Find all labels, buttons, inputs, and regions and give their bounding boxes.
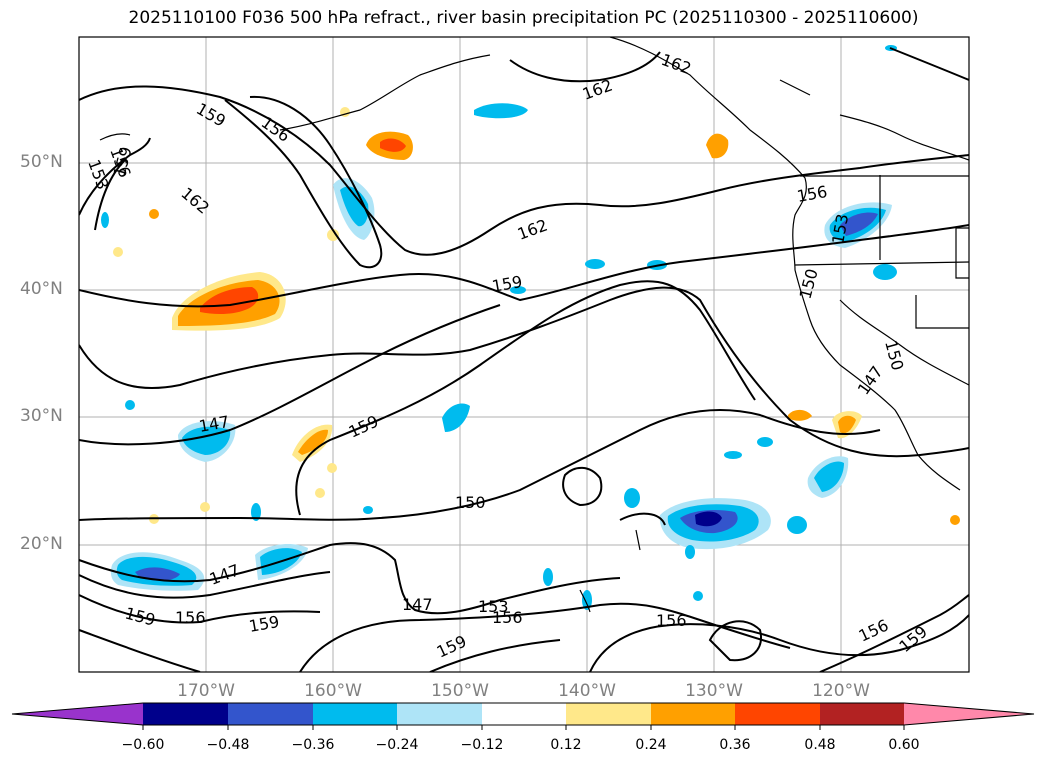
lon-label: 140°W [558, 681, 616, 701]
colorbar-tick-label: 0.36 [719, 737, 751, 753]
colorbar-segment [735, 703, 820, 725]
colorbar-segment [820, 703, 904, 725]
refractivity-contours [79, 47, 969, 672]
contour-label: 156 [492, 608, 523, 627]
colorbar-tick-label: −0.60 [121, 737, 165, 753]
lon-label: 150°W [431, 681, 489, 701]
colorbar [11, 702, 1035, 730]
colorbar-tick-label: −0.48 [206, 737, 250, 753]
colorbar-segment [566, 703, 651, 725]
contour-label: 147 [402, 595, 433, 614]
lon-label: 160°W [304, 681, 362, 701]
map-title: 2025110100 F036 500 hPa refract., river … [128, 8, 919, 28]
lon-label: 120°W [812, 681, 870, 701]
colorbar-segment [228, 703, 313, 725]
colorbar-tick-label: −0.24 [375, 737, 419, 753]
colorbar-tick-label: −0.12 [460, 737, 504, 753]
lon-label: 170°W [177, 681, 235, 701]
colorbar-extend-max [904, 703, 1034, 725]
lat-label: 40°N [20, 279, 63, 299]
colorbar-tick-label: 0.12 [550, 737, 582, 753]
lat-label: 50°N [20, 152, 63, 172]
colorbar-segment [397, 703, 482, 725]
coastlines [99, 37, 969, 613]
colorbar-segment [482, 703, 566, 725]
colorbar-segment [651, 703, 735, 725]
colorbar-tick-label: 0.60 [888, 737, 920, 753]
colorbar-extend-min [12, 703, 143, 725]
contour-label: 156 [656, 611, 687, 630]
colorbar-tick-label: −0.36 [291, 737, 335, 753]
colorbar-segment [143, 703, 228, 725]
contour-label: 156 [175, 608, 206, 627]
lat-label: 30°N [20, 406, 63, 426]
contour-label: 153 [478, 597, 509, 616]
colorbar-tick-label: 0.24 [635, 737, 667, 753]
lat-label: 20°N [20, 534, 63, 554]
contour-label: 150 [455, 493, 486, 512]
colorbar-segment [313, 703, 397, 725]
colorbar-tick-label: 0.48 [804, 737, 836, 753]
map-area [79, 37, 969, 672]
map-frame [78, 36, 970, 673]
lon-label: 130°W [685, 681, 743, 701]
